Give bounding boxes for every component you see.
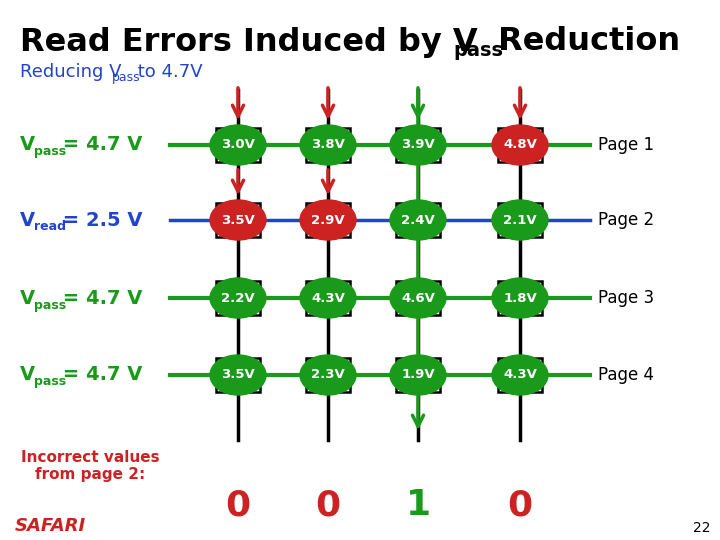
Text: V: V [20, 136, 35, 154]
Text: = 4.7 V: = 4.7 V [56, 366, 143, 384]
Text: V: V [20, 211, 35, 229]
Text: = 2.5 V: = 2.5 V [56, 211, 143, 229]
Text: Incorrect values
from page 2:: Incorrect values from page 2: [21, 450, 159, 482]
Text: pass: pass [112, 71, 140, 84]
Text: 1: 1 [405, 488, 431, 522]
Text: Page 1: Page 1 [598, 136, 654, 154]
Ellipse shape [210, 200, 266, 240]
Text: 3.5V: 3.5V [221, 213, 255, 226]
Ellipse shape [390, 355, 446, 395]
Text: 0: 0 [508, 488, 533, 522]
Text: pass: pass [34, 375, 66, 388]
Ellipse shape [492, 278, 548, 318]
Text: 1.8V: 1.8V [503, 292, 537, 305]
Text: pass: pass [34, 299, 66, 312]
Text: 2.3V: 2.3V [311, 368, 345, 381]
Ellipse shape [300, 125, 356, 165]
Text: Read Errors Induced by V: Read Errors Induced by V [20, 26, 477, 57]
Ellipse shape [492, 125, 548, 165]
Text: 4.3V: 4.3V [503, 368, 537, 381]
Text: SAFARI: SAFARI [15, 517, 86, 535]
Text: pass: pass [453, 40, 503, 59]
Text: 0: 0 [225, 488, 251, 522]
Text: 4.8V: 4.8V [503, 138, 537, 152]
Text: V: V [20, 366, 35, 384]
Text: read: read [34, 220, 66, 233]
Text: 2.1V: 2.1V [503, 213, 537, 226]
Ellipse shape [300, 278, 356, 318]
Text: 1.9V: 1.9V [401, 368, 435, 381]
Text: 3.5V: 3.5V [221, 368, 255, 381]
Ellipse shape [390, 200, 446, 240]
Ellipse shape [300, 355, 356, 395]
Text: Page 3: Page 3 [598, 289, 654, 307]
Text: Page 4: Page 4 [598, 366, 654, 384]
Text: 22: 22 [693, 521, 710, 535]
Ellipse shape [210, 355, 266, 395]
Text: = 4.7 V: = 4.7 V [56, 136, 143, 154]
Ellipse shape [390, 278, 446, 318]
Text: V: V [20, 288, 35, 307]
Ellipse shape [390, 125, 446, 165]
Text: 0: 0 [315, 488, 341, 522]
Text: 3.8V: 3.8V [311, 138, 345, 152]
Text: Reducing V: Reducing V [20, 63, 122, 81]
Text: = 4.7 V: = 4.7 V [56, 288, 143, 307]
Ellipse shape [300, 200, 356, 240]
Ellipse shape [492, 355, 548, 395]
Text: pass: pass [34, 145, 66, 159]
Text: 3.9V: 3.9V [401, 138, 435, 152]
Text: 4.3V: 4.3V [311, 292, 345, 305]
Text: to 4.7V: to 4.7V [132, 63, 202, 81]
Text: 2.9V: 2.9V [311, 213, 345, 226]
Ellipse shape [492, 200, 548, 240]
Text: 3.0V: 3.0V [221, 138, 255, 152]
Text: 4.6V: 4.6V [401, 292, 435, 305]
Text: Reduction: Reduction [487, 26, 680, 57]
Text: 2.2V: 2.2V [221, 292, 255, 305]
Text: Page 2: Page 2 [598, 211, 654, 229]
Ellipse shape [210, 125, 266, 165]
Text: 2.4V: 2.4V [401, 213, 435, 226]
Ellipse shape [210, 278, 266, 318]
